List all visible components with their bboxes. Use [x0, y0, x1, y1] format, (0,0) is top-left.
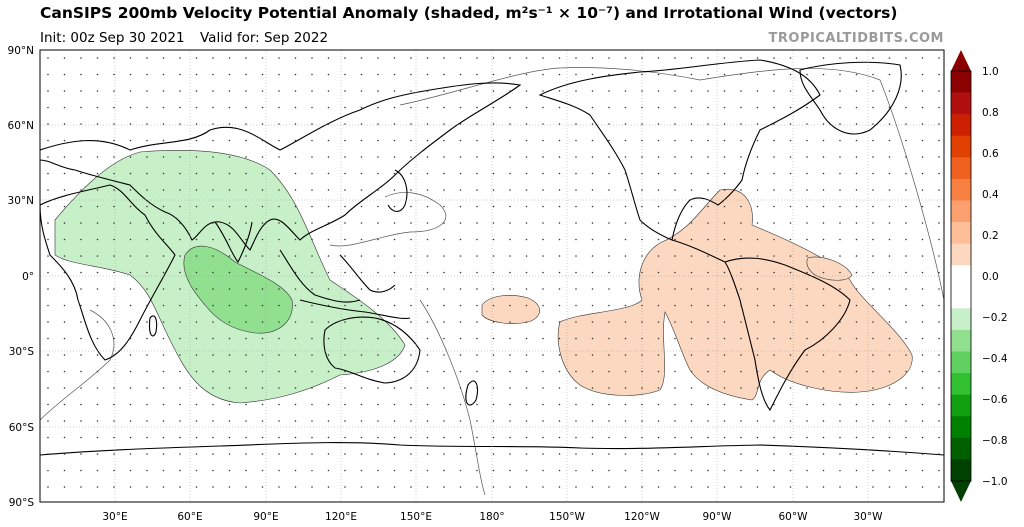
colorbar-level: [951, 459, 971, 482]
colorbar-tick-label: −0.8: [982, 435, 1008, 447]
map-title: CanSIPS 200mb Velocity Potential Anomaly…: [40, 4, 898, 22]
colorbar-tick-label: 0.6: [982, 148, 999, 160]
colorbar-level: [951, 135, 971, 158]
colorbar-tick-label: 0.0: [982, 271, 999, 283]
lon-label: 60°W: [779, 511, 809, 523]
colorbar-tick-label: −0.4: [982, 353, 1008, 365]
lon-label: 30°W: [854, 511, 884, 523]
lon-label: 90°W: [703, 511, 733, 523]
valid-time: Valid for: Sep 2022: [200, 30, 329, 46]
lat-label: 90°S: [9, 497, 35, 509]
lon-labels: 30°E 60°E 90°E 120°E 150°E 180° 150°W 12…: [102, 511, 883, 523]
brand-watermark: TROPICALTIDBITS.COM: [768, 31, 944, 46]
colorbar-tick-label: −1.0: [982, 476, 1008, 488]
lat-label: 60°S: [9, 422, 35, 434]
lat-label: 60°N: [8, 120, 34, 132]
colorbar-level: [951, 243, 971, 266]
lat-label: 30°S: [9, 346, 35, 358]
map-frame: [39, 49, 945, 503]
colorbar-level: [951, 373, 971, 395]
colorbar-bottom-arrow: [951, 481, 971, 502]
lon-label: 60°E: [177, 511, 202, 523]
colorbar-level: [951, 416, 971, 439]
lat-labels: 90°N 60°N 30°N 0° 30°S 60°S 90°S: [8, 45, 35, 509]
colorbar-tick-label: 0.4: [982, 189, 999, 201]
colorbar-level: [951, 308, 971, 331]
colorbar-tick-label: 0.2: [982, 230, 999, 242]
colorbar-level: [951, 157, 971, 180]
colorbar-level: [951, 222, 971, 244]
colorbar-tick-label: −0.2: [982, 312, 1008, 324]
init-time: Init: 00z Sep 30 2021: [40, 30, 185, 46]
colorbar-level: [951, 178, 971, 201]
lat-label: 30°N: [8, 195, 34, 207]
lon-label: 30°E: [102, 511, 127, 523]
colorbar-tick-label: −0.6: [982, 394, 1008, 406]
colorbar-level: [951, 351, 971, 374]
colorbar-level: [951, 200, 971, 223]
colorbar-frame: [950, 70, 972, 482]
colorbar: 1.0 0.8 0.6 0.4 0.2 0.0 −0.2 −0.4 −0.6 −…: [950, 50, 1008, 502]
colorbar-tick-label: 1.0: [982, 66, 999, 78]
colorbar-level: [951, 437, 971, 460]
colorbar-levels: [951, 71, 971, 482]
lon-label: 120°W: [624, 511, 660, 523]
colorbar-ticks: 1.0 0.8 0.6 0.4 0.2 0.0 −0.2 −0.4 −0.6 −…: [982, 66, 1008, 488]
colorbar-level: [951, 394, 971, 417]
lon-label: 120°E: [325, 511, 357, 523]
lon-label: 90°E: [253, 511, 278, 523]
colorbar-level: [951, 114, 971, 137]
colorbar-level: [951, 265, 971, 288]
lon-label: 180°: [479, 511, 504, 523]
lat-label: 0°: [22, 271, 34, 283]
wind-vectors: [40, 50, 944, 502]
colorbar-tick-label: 0.8: [982, 107, 999, 119]
colorbar-level: [951, 92, 971, 115]
colorbar-level: [951, 329, 971, 352]
colorbar-level: [951, 71, 971, 93]
colorbar-top-arrow: [951, 50, 971, 71]
lat-label: 90°N: [8, 45, 34, 57]
lon-label: 150°E: [400, 511, 432, 523]
colorbar-level: [951, 286, 971, 309]
lon-label: 150°W: [549, 511, 585, 523]
